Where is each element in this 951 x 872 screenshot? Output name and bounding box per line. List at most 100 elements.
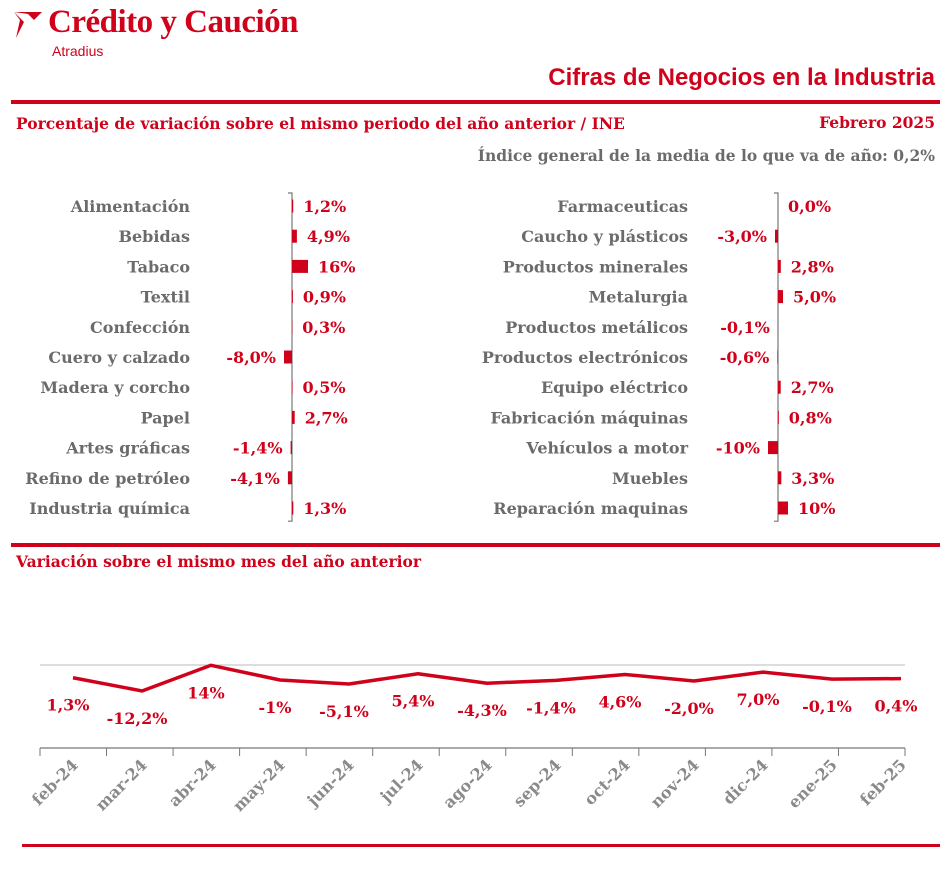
bar [284,350,292,364]
x-tick-label: oct-24 [580,755,634,809]
category-label: Confección [90,318,190,337]
x-tick-label: abr-24 [165,755,220,810]
point-label: 7,0% [736,690,779,709]
point-label: 0,4% [874,697,917,716]
value-label: -0,6% [720,348,770,367]
category-label: Madera y corcho [40,378,190,397]
value-label: 3,3% [791,469,834,488]
category-label: Vehículos a motor [525,439,688,458]
value-label: 0,0% [788,197,831,216]
value-label: 0,3% [302,318,345,337]
x-tick-label: mar-24 [92,755,151,814]
value-label: -3,0% [717,227,767,246]
category-label: Fabricación máquinas [490,408,688,427]
category-label: Textil [141,288,190,307]
value-label: 16% [318,257,355,276]
value-label: 5,0% [793,288,836,307]
brand-logo-text: Crédito y Caución [48,4,299,40]
brand-subtitle: Atradius [52,43,104,59]
bar [292,501,294,515]
category-label: Artes gráficas [65,439,190,458]
bar [778,471,782,485]
point-label: 1,3% [46,696,89,715]
bar [292,290,293,304]
top-divider [11,100,940,104]
value-label: -4,1% [230,469,280,488]
x-tick-label: feb-25 [856,755,910,809]
category-label: Caucho y plásticos [521,227,688,246]
bar [778,380,781,394]
line-chart-title: Variación sobre el mismo mes del año ant… [16,552,422,571]
point-label: -4,3% [457,701,507,720]
bar [292,410,295,424]
middle-divider [11,543,940,547]
bar [778,501,788,515]
category-label: Cuero y calzado [48,348,190,367]
point-label: 14% [187,683,224,702]
point-label: -12,2% [107,709,168,728]
point-label: -1% [259,698,292,717]
category-label: Industria química [29,499,190,518]
value-label: 2,8% [791,257,834,276]
monthly-line-chart: 1,3% feb-24 -12,2% mar-24 14% abr-24 -1% may-24… [28,663,918,815]
category-label: Farmaceuticas [557,197,688,216]
category-label: Bebidas [118,227,190,246]
x-tick-label: feb-24 [28,755,82,809]
general-index-line: Índice general de la media de lo que va … [477,146,935,165]
left-bar-chart: Alimentación 1,2% Bebidas 4,9% Tabaco 16% Text… [25,192,355,522]
value-label: 4,9% [307,227,350,246]
value-label: -8,0% [226,348,276,367]
bar [768,441,778,455]
category-label: Productos electrónicos [482,348,688,367]
x-tick-label: jul-24 [375,755,427,807]
point-label: 4,6% [598,692,641,711]
value-label: 2,7% [305,408,348,427]
x-tick-label: dic-24 [719,755,772,808]
value-label: 0,5% [303,378,346,397]
series-line [72,663,902,693]
x-tick-label: nov-24 [647,755,703,811]
bar [778,290,783,304]
bar [292,259,308,273]
bottom-divider [22,844,940,847]
bar [292,380,293,394]
category-label: Refino de petróleo [25,469,190,488]
period-label: Febrero 2025 [819,113,935,132]
x-tick-label: ene-25 [784,755,841,812]
category-label: Muebles [612,469,688,488]
value-label: 2,7% [791,378,834,397]
value-label: 10% [798,499,835,518]
bar [292,199,294,213]
category-label: Productos minerales [503,257,688,276]
logo-arrow-icon [14,12,42,38]
bar [775,229,778,243]
category-label: Equipo eléctrico [541,378,688,397]
bar [778,410,779,424]
report-title: Cifras de Negocios en la Industria [548,64,935,91]
section-subtitle: Porcentaje de variación sobre el mismo p… [16,114,625,133]
value-label: -10% [716,439,760,458]
bar [777,350,778,364]
bar [292,229,297,243]
category-label: Reparación maquinas [493,499,688,518]
category-label: Tabaco [127,257,190,276]
bar [778,259,781,273]
value-label: 1,2% [303,197,346,216]
value-label: -1,4% [233,439,283,458]
x-tick-label: may-24 [229,755,289,815]
x-tick-label: jun-24 [302,755,358,811]
point-label: -5,1% [319,702,369,721]
category-label: Papel [141,408,190,427]
x-tick-label: ago-24 [439,755,496,812]
point-label: -0,1% [802,697,852,716]
bar [287,471,292,485]
right-bar-chart: Farmaceuticas 0,0% Caucho y plásticos -3,0%… [482,192,836,522]
category-label: Metalurgia [589,288,688,307]
value-label: 0,9% [303,288,346,307]
value-label: 0,8% [789,408,832,427]
point-label: -2,0% [664,699,714,718]
value-label: 1,3% [303,499,346,518]
category-label: Productos metálicos [505,318,688,337]
bar [290,441,292,455]
category-label: Alimentación [70,197,191,216]
